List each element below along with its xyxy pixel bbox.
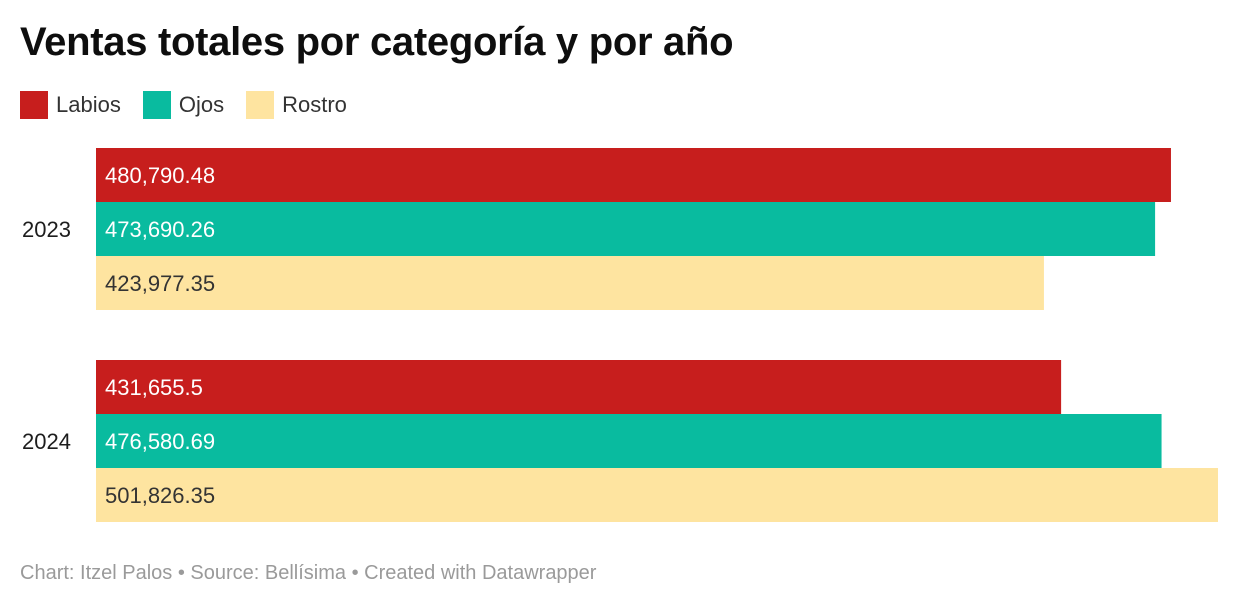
bar-value-label-ojos-2023: 473,690.26 — [105, 217, 215, 242]
bar-value-label-rostro-2024: 501,826.35 — [105, 483, 215, 508]
category-label-2024: 2024 — [22, 429, 71, 454]
bar-value-label-labios-2024: 431,655.5 — [105, 375, 203, 400]
bar-labios-2023 — [96, 148, 1171, 202]
chart-footer: Chart: Itzel Palos • Source: Bellísima •… — [20, 562, 596, 585]
bar-ojos-2024 — [96, 414, 1162, 468]
bar-labios-2024 — [96, 360, 1061, 414]
bar-value-label-ojos-2024: 476,580.69 — [105, 429, 215, 454]
bar-value-label-labios-2023: 480,790.48 — [105, 163, 215, 188]
category-label-2023: 2023 — [22, 217, 71, 242]
bar-rostro-2024 — [96, 468, 1218, 522]
bar-value-label-rostro-2023: 423,977.35 — [105, 271, 215, 296]
bar-rostro-2023 — [96, 256, 1044, 310]
bar-ojos-2023 — [96, 202, 1155, 256]
